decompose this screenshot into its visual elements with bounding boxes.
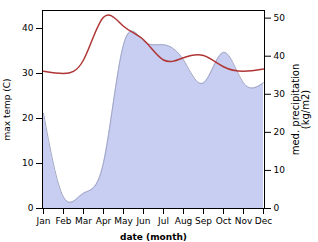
svg-text:50: 50: [274, 13, 286, 23]
svg-text:20: 20: [274, 127, 286, 137]
svg-text:Apr: Apr: [96, 216, 112, 226]
svg-text:30: 30: [22, 68, 34, 78]
svg-text:Jan: Jan: [36, 216, 51, 226]
svg-text:Oct: Oct: [216, 216, 232, 226]
svg-text:40: 40: [274, 51, 286, 61]
svg-text:30: 30: [274, 89, 286, 99]
svg-text:med. precipitation(kg/m2): med. precipitation(kg/m2): [290, 64, 311, 156]
svg-text:20: 20: [22, 113, 34, 123]
svg-text:10: 10: [274, 165, 286, 175]
svg-text:0: 0: [28, 203, 34, 213]
svg-text:Feb: Feb: [56, 216, 72, 226]
svg-text:Jun: Jun: [135, 216, 150, 226]
svg-text:May: May: [114, 216, 133, 226]
svg-text:Aug: Aug: [175, 216, 193, 226]
svg-text:Dec: Dec: [255, 216, 272, 226]
svg-text:Sep: Sep: [195, 216, 212, 226]
svg-text:Jul: Jul: [157, 216, 169, 226]
svg-text:date (month): date (month): [120, 232, 187, 242]
svg-text:10: 10: [22, 158, 34, 168]
svg-text:40: 40: [22, 23, 34, 33]
svg-text:Mar: Mar: [75, 216, 92, 226]
svg-text:Nov: Nov: [235, 216, 253, 226]
svg-text:max temp (C): max temp (C): [2, 78, 12, 140]
svg-text:0: 0: [274, 203, 280, 213]
